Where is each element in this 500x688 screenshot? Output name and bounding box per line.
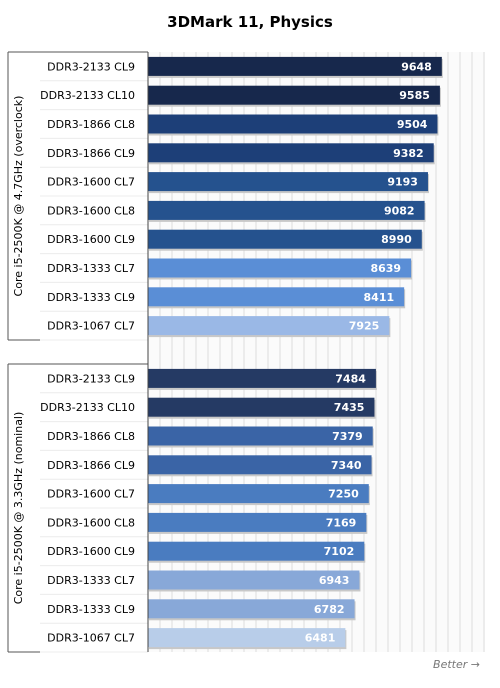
value-label: 6943: [319, 574, 350, 587]
value-label: 9082: [384, 204, 415, 217]
category-label: DDR3-1866 CL9: [47, 459, 135, 472]
bar: [148, 570, 360, 590]
category-label: DDR3-1067 CL7: [47, 320, 135, 333]
category-label: DDR3-1866 CL9: [47, 147, 135, 160]
bar: [148, 56, 442, 76]
category-label: DDR3-1600 CL8: [47, 204, 135, 217]
value-label: 7435: [334, 401, 365, 414]
bar: [148, 229, 422, 249]
bar: [148, 628, 346, 648]
value-label: 8411: [364, 291, 395, 304]
bar: [148, 368, 376, 388]
value-label: 7102: [324, 545, 355, 558]
bar: [148, 316, 390, 336]
chart-title: 3DMark 11, Physics: [167, 13, 333, 31]
value-label: 8639: [370, 262, 401, 275]
bar: [148, 114, 438, 134]
category-label: DDR3-1600 CL9: [47, 545, 135, 558]
bar: [148, 172, 428, 192]
value-label: 7340: [331, 459, 362, 472]
group-label: Core i5-2500K @ 3.3GHz (nominal): [12, 412, 25, 605]
value-label: 7925: [349, 320, 380, 333]
category-label: DDR3-1600 CL9: [47, 233, 135, 246]
category-label: DDR3-1600 CL7: [47, 488, 135, 501]
value-label: 9648: [401, 60, 432, 73]
bar: [148, 287, 405, 307]
better-note: Better →: [433, 658, 480, 671]
axes: Core i5-2500K @ 4.7GHz (overclock) DDR3-2…: [7, 51, 149, 653]
category-label: DDR3-1600 CL8: [47, 516, 135, 529]
category-label: DDR3-2133 CL10: [40, 89, 135, 102]
bar: [148, 143, 434, 163]
value-label: 7379: [332, 430, 363, 443]
category-label: DDR3-2133 CL9: [47, 60, 135, 73]
value-label: 6782: [314, 603, 345, 616]
value-label: 8990: [381, 233, 412, 246]
bar: [148, 200, 425, 220]
category-label: DDR3-2133 CL9: [47, 372, 135, 385]
category-label: DDR3-1333 CL9: [47, 291, 135, 304]
value-label: 7169: [326, 516, 357, 529]
category-label: DDR3-1333 CL9: [47, 603, 135, 616]
bar: [148, 512, 367, 532]
category-label: DDR3-1600 CL7: [47, 176, 135, 189]
bar: [148, 85, 440, 105]
bar: [148, 455, 372, 475]
category-label: DDR3-1866 CL8: [47, 430, 135, 443]
bar: [148, 541, 365, 561]
value-label: 6481: [305, 632, 336, 645]
value-label: 9193: [387, 176, 418, 189]
bar: [148, 397, 375, 417]
value-label: 7250: [328, 488, 359, 501]
value-label: 9504: [397, 118, 428, 131]
bar: [148, 484, 369, 504]
bar: [148, 599, 355, 619]
category-label: DDR3-2133 CL10: [40, 401, 135, 414]
category-label: DDR3-1333 CL7: [47, 574, 135, 587]
category-label: DDR3-1866 CL8: [47, 118, 135, 131]
value-label: 7484: [335, 372, 366, 385]
value-label: 9382: [393, 147, 424, 160]
category-label: DDR3-1333 CL7: [47, 262, 135, 275]
value-label: 9585: [399, 89, 430, 102]
group-label: Core i5-2500K @ 4.7GHz (overclock): [12, 96, 25, 297]
category-label: DDR3-1067 CL7: [47, 632, 135, 645]
bar: [148, 426, 373, 446]
bars: 9648 9585 9504 9382 9193 9082 8990 8639 8411 7925…: [148, 56, 443, 650]
bar: [148, 258, 412, 278]
